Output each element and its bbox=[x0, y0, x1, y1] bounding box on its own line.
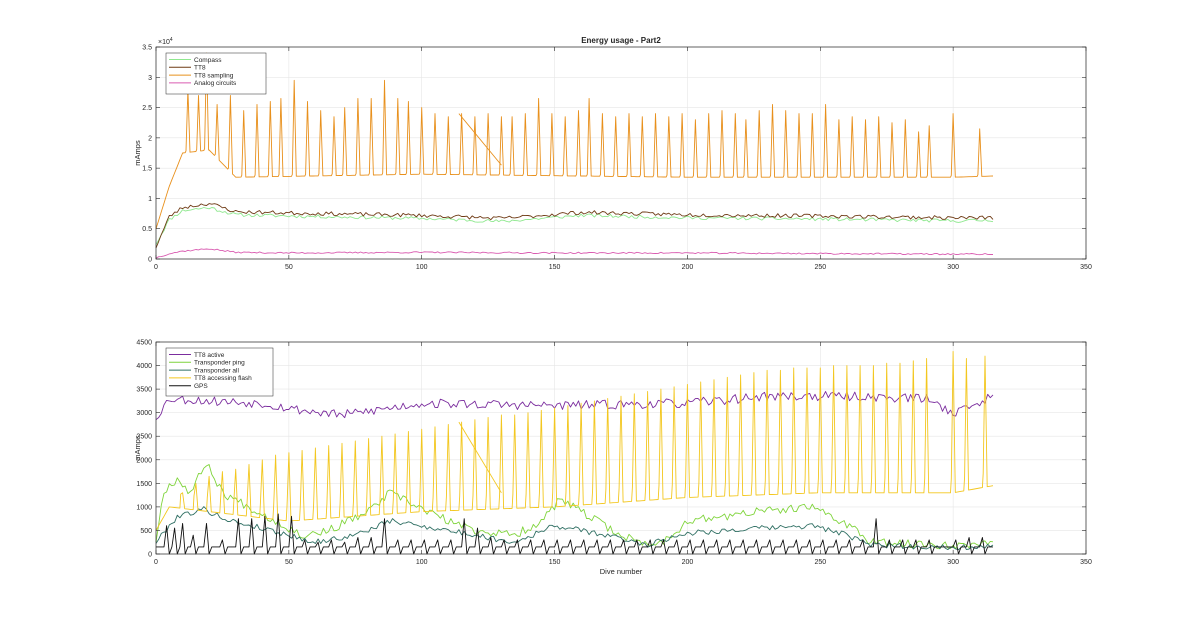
y-tick-label: 2 bbox=[148, 135, 152, 142]
x-axis-label: Dive number bbox=[600, 567, 643, 576]
x-tick-label: 50 bbox=[285, 264, 293, 271]
x-tick-label: 350 bbox=[1080, 264, 1092, 271]
x-tick-label: 150 bbox=[549, 264, 561, 271]
legend-entry: Transponder ping bbox=[194, 360, 245, 367]
series-line-gps bbox=[156, 513, 993, 555]
x-tick-label: 250 bbox=[814, 559, 826, 566]
x-tick-label: 150 bbox=[549, 559, 561, 566]
y-axis-label: mAmps bbox=[133, 140, 142, 166]
x-tick-label: 0 bbox=[154, 559, 158, 566]
legend-entry: Transponder all bbox=[194, 367, 239, 374]
legend-entry: TT8 active bbox=[194, 352, 225, 359]
series-line-compass bbox=[155, 207, 994, 245]
x-tick-label: 100 bbox=[416, 559, 428, 566]
y-tick-label: 2000 bbox=[136, 457, 152, 464]
legend-entry: TT8 bbox=[194, 65, 206, 72]
y-tick-label: 0 bbox=[148, 552, 152, 559]
y-tick-label: 1000 bbox=[136, 504, 152, 511]
x-tick-label: 50 bbox=[285, 559, 293, 566]
x-tick-label: 0 bbox=[154, 264, 158, 271]
x-tick-label: 300 bbox=[947, 264, 959, 271]
x-tick-label: 300 bbox=[947, 559, 959, 566]
y-tick-label: 0 bbox=[148, 257, 152, 264]
top-chart: 0 50 100 150 200 250 300 350 0 0.5 1 1.5 2 2.5 3 3.5 ×10… bbox=[133, 36, 1092, 271]
series-line-tt8-sampling bbox=[155, 52, 994, 229]
series-line-tt8 bbox=[155, 203, 994, 249]
series-line-tt8-accessing-flash bbox=[155, 350, 994, 531]
series-line-tt8-accessing-flash bbox=[458, 421, 502, 494]
bottom-chart: 0 50 100 150 200 250 300 3500500100015002000250… bbox=[133, 340, 1092, 577]
legend-entry: Compass bbox=[194, 57, 222, 64]
y-tick-label: 4000 bbox=[136, 363, 152, 370]
legend-entry: TT8 accessing flash bbox=[194, 375, 252, 382]
series-line-tt8-sampling bbox=[458, 113, 502, 166]
y-tick-label: 2500 bbox=[136, 434, 152, 441]
y-tick-label: 3 bbox=[148, 75, 152, 82]
x-tick-label: 250 bbox=[814, 264, 826, 271]
y-tick-label: 500 bbox=[140, 528, 152, 535]
y-tick-label: 2.5 bbox=[142, 105, 152, 112]
y-tick-label: 3500 bbox=[136, 387, 152, 394]
y-exponent-label: ×104 bbox=[158, 37, 173, 46]
legend-entry: Analog circuits bbox=[194, 80, 237, 87]
plot-area bbox=[156, 342, 1086, 554]
y-tick-label: 4500 bbox=[136, 340, 152, 347]
y-tick-label: 3000 bbox=[136, 410, 152, 417]
y-tick-label: 0.5 bbox=[142, 226, 152, 233]
x-tick-label: 350 bbox=[1080, 559, 1092, 566]
y-tick-label: 3.5 bbox=[142, 45, 152, 52]
axes-box bbox=[155, 46, 1087, 260]
axes-box bbox=[155, 341, 1087, 555]
legend-entry: GPS bbox=[194, 383, 208, 390]
chart-title: Energy usage - Part2 bbox=[581, 36, 661, 45]
x-tick-label: 200 bbox=[682, 264, 694, 271]
series-line-tt8-active bbox=[155, 391, 994, 421]
series-line-transponder-all bbox=[155, 506, 994, 551]
legend-entry: TT8 sampling bbox=[194, 72, 234, 79]
y-axis-label: mAmps bbox=[133, 435, 142, 461]
x-tick-label: 100 bbox=[416, 264, 428, 271]
legend bbox=[165, 347, 274, 397]
y-tick-label: 1 bbox=[148, 196, 152, 203]
plot-area bbox=[156, 47, 1086, 259]
y-tick-label: 1500 bbox=[136, 481, 152, 488]
series-line-analog-circuits bbox=[155, 248, 993, 259]
y-tick-label: 1.5 bbox=[142, 166, 152, 173]
x-tick-label: 200 bbox=[682, 559, 694, 566]
